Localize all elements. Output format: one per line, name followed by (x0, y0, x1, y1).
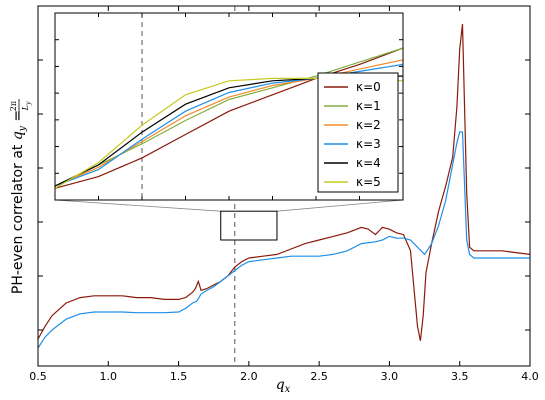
inset-ticks (55, 13, 403, 200)
y-axis-label-q-sub: y (18, 125, 28, 132)
y-axis-label-text: PH-even correlator at (10, 144, 26, 294)
legend-label-1: κ=1 (356, 99, 381, 113)
inset-series-line-2 (54, 59, 404, 187)
zoom-box (220, 210, 278, 241)
x-axis-label: qx (276, 377, 291, 395)
connector-right (276, 199, 404, 212)
legend-label-3: κ=3 (356, 137, 381, 151)
svg-text:PH-even correlator at qy: PH-even correlator at qy = (10, 110, 28, 294)
y-axis-label-q: q (10, 131, 26, 140)
x-axis-label-sub: x (285, 384, 291, 395)
inset-series-line-0 (54, 47, 404, 189)
y-axis-label-frac-den-sub: y (25, 101, 32, 106)
x-tick-label: 4.0 (521, 370, 539, 383)
connector-left (54, 199, 221, 212)
main-plot-frame (37, 5, 531, 367)
main-series-line-1 (37, 131, 530, 349)
svg-text:Ly: Ly (21, 101, 32, 111)
y-axis-label: PH-even correlator at qy = 2π Ly (9, 99, 32, 294)
legend: κ=0 κ=1 κ=2 κ=3 κ=4 κ=5 (317, 72, 399, 193)
legend-label-5: κ=5 (356, 175, 381, 189)
legend-label-2: κ=2 (356, 118, 381, 132)
y-axis-label-frac-den: L (21, 105, 30, 111)
legend-box (317, 72, 399, 193)
x-tick-label: 3.5 (451, 370, 469, 383)
main-ticks (37, 6, 531, 366)
y-axis-label-eq: = (10, 110, 26, 122)
x-tick-label: 3.0 (381, 370, 399, 383)
x-tick-label: 2.5 (310, 370, 328, 383)
x-tick-label: 1.0 (100, 370, 118, 383)
x-tick-labels: 0.5 1.0 1.5 2.0 2.5 3.0 3.5 4.0 (29, 370, 539, 383)
x-tick-label: 1.5 (170, 370, 188, 383)
x-axis-label-q: q (276, 377, 285, 393)
x-tick-label: 0.5 (29, 370, 47, 383)
y-axis-label-frac-num: 2π (9, 101, 18, 111)
main-series-group (37, 23, 531, 349)
main-series-line-0 (37, 23, 531, 341)
zoom-connectors (54, 199, 404, 212)
x-tick-label: 2.0 (240, 370, 258, 383)
legend-label-4: κ=4 (356, 156, 381, 170)
legend-label-0: κ=0 (356, 80, 381, 94)
inset-series-line-1 (54, 47, 404, 187)
